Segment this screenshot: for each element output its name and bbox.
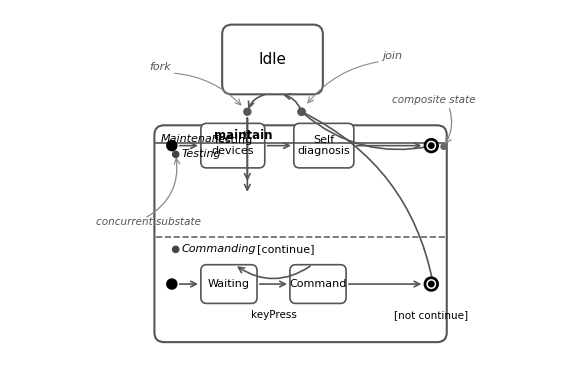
Text: Maintenance: Maintenance [160,134,232,144]
Circle shape [429,143,434,148]
FancyBboxPatch shape [294,123,354,168]
Circle shape [244,108,251,115]
Text: Waiting: Waiting [208,279,250,289]
Text: keyPress: keyPress [251,310,297,321]
Text: Idle: Idle [259,52,286,67]
FancyBboxPatch shape [222,25,323,94]
Text: [continue]: [continue] [257,245,314,254]
FancyBboxPatch shape [201,123,265,168]
Text: fork: fork [149,62,171,72]
Text: Command: Command [289,279,347,289]
Circle shape [441,144,446,149]
FancyBboxPatch shape [290,265,346,303]
Text: Self
diagnosis: Self diagnosis [297,135,350,156]
Text: Testing: Testing [181,149,221,160]
Text: Testing
devices: Testing devices [211,135,254,156]
Text: concurrent substate: concurrent substate [96,217,202,227]
Text: composite state: composite state [392,95,476,105]
Text: Commanding: Commanding [181,245,256,254]
Circle shape [425,139,438,152]
Circle shape [298,108,305,115]
Circle shape [173,151,179,158]
Circle shape [298,108,305,115]
Text: maintain: maintain [214,129,272,142]
Circle shape [167,279,177,289]
FancyBboxPatch shape [154,125,447,342]
FancyBboxPatch shape [201,265,257,303]
Circle shape [429,281,434,287]
Circle shape [167,141,177,151]
Circle shape [427,280,435,288]
Text: join: join [382,51,403,60]
Circle shape [173,246,179,252]
Text: [not continue]: [not continue] [394,310,468,321]
Circle shape [425,277,438,291]
Circle shape [427,141,435,150]
